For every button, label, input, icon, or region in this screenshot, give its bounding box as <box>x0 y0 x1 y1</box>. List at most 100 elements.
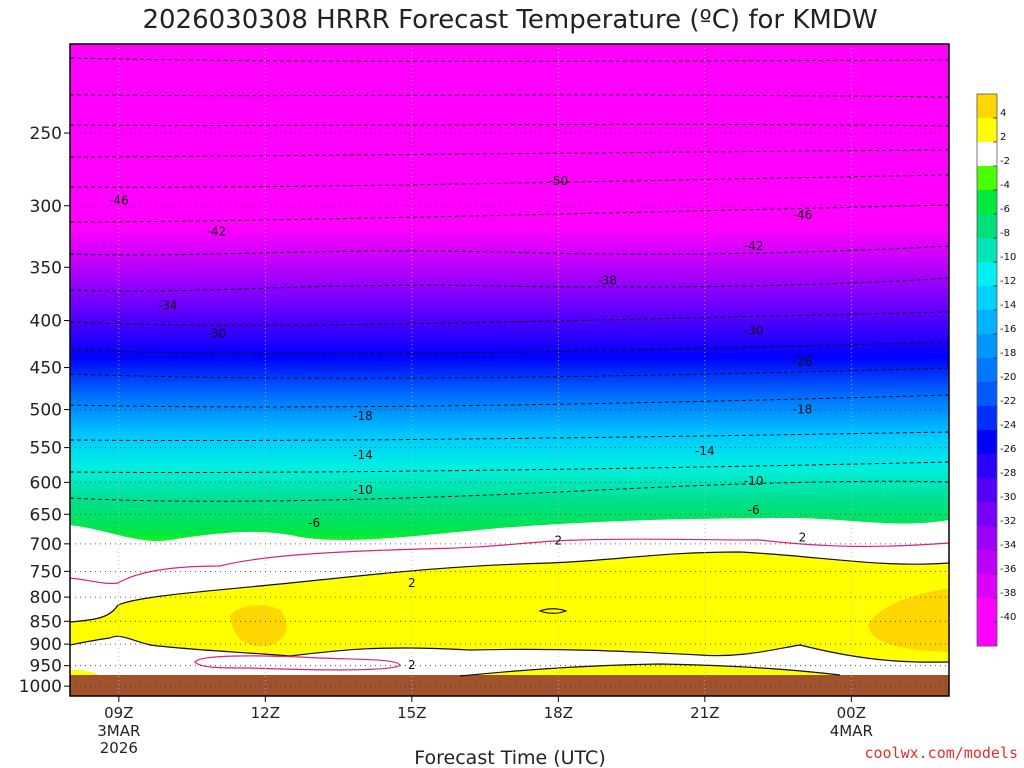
contour-label: 2 <box>555 533 563 547</box>
colorbar-label: 2 <box>1000 132 1006 143</box>
colorbar-swatch <box>977 262 997 287</box>
colorbar-swatch <box>977 478 997 503</box>
colorbar-label: -6 <box>1000 204 1010 215</box>
colorbar-swatch <box>977 214 997 239</box>
contour-label: -10 <box>353 483 373 497</box>
colorbar-label: -34 <box>1000 540 1016 551</box>
watermark: coolwx.com/models <box>864 744 1018 762</box>
contour-label: -14 <box>353 448 373 462</box>
y-tick-label: 300 <box>30 197 62 217</box>
warm-core-gold-right <box>868 588 949 652</box>
colorbar-label: -14 <box>1000 300 1016 311</box>
y-tick-label: 850 <box>30 612 62 632</box>
colorbar-label: -40 <box>1000 612 1016 623</box>
contour-label: 2 <box>408 576 416 590</box>
plot-area: -50 -46 -46 -42 -42 -38 -34 -30 -30 -26 -18 -18 -14 -… <box>70 44 949 696</box>
contour-label: -30 <box>744 323 764 337</box>
x-tick-label: 15Z <box>397 704 426 722</box>
colorbar-label: -24 <box>1000 420 1016 431</box>
y-tick-label: 700 <box>30 535 62 555</box>
colorbar-label: -18 <box>1000 348 1016 359</box>
y-tick-label: 450 <box>30 359 62 379</box>
y-tick-label: 1000 <box>19 677 62 697</box>
contour-label: 2 <box>799 531 807 545</box>
colorbar-label: -10 <box>1000 252 1016 263</box>
contour-label: -38 <box>597 274 617 288</box>
colorbar-label: -20 <box>1000 372 1016 383</box>
x-axis-label: Forecast Time (UTC) <box>414 747 605 768</box>
y-tick-label: 750 <box>30 562 62 582</box>
colorbar-swatch <box>977 430 997 455</box>
colorbar-swatch <box>977 190 997 215</box>
colorbar-label: -16 <box>1000 324 1016 335</box>
contour-label: -6 <box>308 516 320 530</box>
contour-label: -46 <box>109 193 129 207</box>
colorbar-label: -2 <box>1000 156 1010 167</box>
y-tick-label: 800 <box>30 588 62 608</box>
y-tick-label: 550 <box>30 439 62 459</box>
colorbar-label: -30 <box>1000 492 1016 503</box>
contour-label: -14 <box>695 444 715 458</box>
y-tick-label: 650 <box>30 505 62 525</box>
colorbar-swatch <box>977 382 997 407</box>
dotted-gridlines <box>70 44 949 696</box>
colorbar-swatch <box>977 550 997 575</box>
x-tick-sublabel: 3MAR <box>97 722 140 740</box>
isotherm-lines <box>70 57 949 502</box>
warm-layer-yellow <box>70 552 949 663</box>
contour-label: -42 <box>207 225 227 239</box>
contour-label: -18 <box>353 409 373 423</box>
plot-frame <box>69 43 950 697</box>
colorbar-swatch <box>977 334 997 359</box>
below-ground <box>70 675 949 696</box>
colorbar-swatch <box>977 142 997 167</box>
colorbar-label: -36 <box>1000 564 1016 575</box>
contour-label: -34 <box>158 298 178 312</box>
contour-label: -26 <box>793 354 813 368</box>
y-tick-label: 900 <box>30 635 62 655</box>
y-tick-label: 950 <box>30 657 62 677</box>
contour-labels: -50 -46 -46 -42 -42 -38 -34 -30 -30 -26 -18 -18 -14 -… <box>109 174 813 672</box>
zero-isotherms <box>70 551 949 677</box>
x-tick-sublabel: 2026 <box>100 739 138 757</box>
x-tick-label: 21Z <box>690 704 719 722</box>
contour-label: -6 <box>748 503 760 517</box>
contour-label: -10 <box>744 474 764 488</box>
colorbar-swatch <box>977 118 997 143</box>
contour-label: 2 <box>408 658 416 672</box>
colorbar-label: -38 <box>1000 588 1016 599</box>
y-tick-label: 400 <box>30 312 62 332</box>
colorbar-swatch <box>977 502 997 527</box>
colorbar-swatch <box>977 454 997 479</box>
contour-label: -18 <box>793 403 813 417</box>
y-tick-label: 600 <box>30 473 62 493</box>
colorbar-label: -28 <box>1000 468 1016 479</box>
colorbar-swatch <box>977 358 997 383</box>
colorbar-label: -12 <box>1000 276 1016 287</box>
warm-core-gold-left <box>230 605 287 647</box>
colorbar-swatch <box>977 574 997 599</box>
y-axis: 250 300 350 400 450 500 550 600 650 700 750 800 850 9… <box>19 124 70 697</box>
colorbar-label: -32 <box>1000 516 1016 527</box>
y-tick-label: 350 <box>30 258 62 278</box>
x-tick-label: 12Z <box>251 704 280 722</box>
x-tick-sublabel: 4MAR <box>830 722 873 740</box>
colorbar-label: -22 <box>1000 396 1016 407</box>
colorbar-label: -26 <box>1000 444 1016 455</box>
colorbar-label: 4 <box>1000 108 1006 119</box>
colorbar-swatch <box>977 94 997 119</box>
colorbar-swatch <box>977 526 997 551</box>
chart-title: 2026030308 HRRR Forecast Temperature (ºC… <box>142 5 877 35</box>
colorbar-label: -8 <box>1000 228 1010 239</box>
colorbar-frame <box>976 93 998 647</box>
y-tick-label: 250 <box>30 124 62 144</box>
x-tick-label: 09Z <box>104 704 133 722</box>
colorbar-swatch <box>977 166 997 191</box>
contour-label: -30 <box>207 326 227 340</box>
colorbar-swatch <box>977 406 997 431</box>
x-tick-label: 00Z <box>837 704 866 722</box>
colorbar-swatch <box>977 598 997 623</box>
contour-label: -42 <box>744 239 764 253</box>
colorbar-label: -4 <box>1000 180 1010 191</box>
